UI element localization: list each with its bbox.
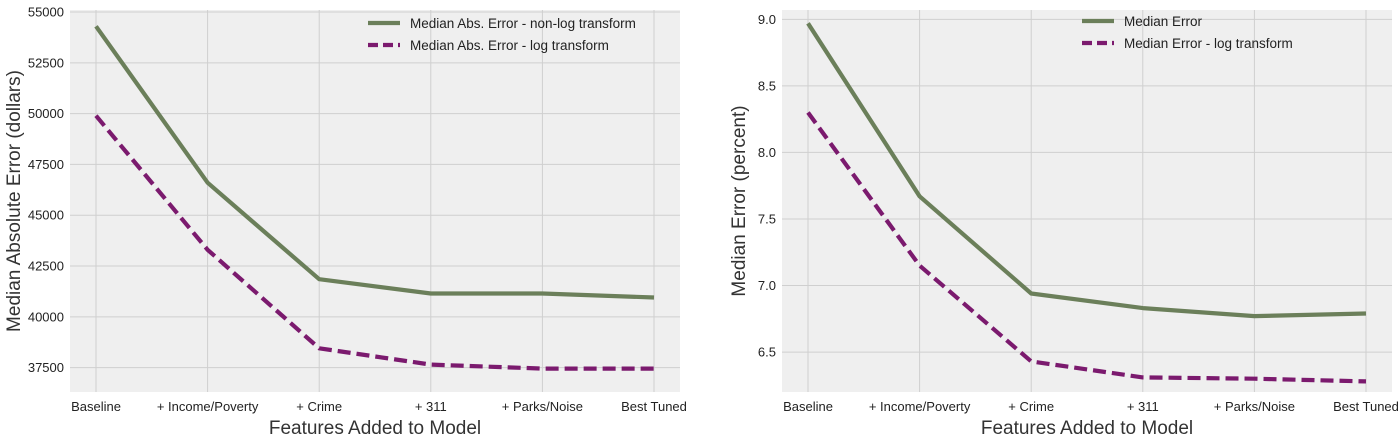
legend-label: Median Error - log transform (1124, 36, 1293, 51)
y-tick-label: 55000 (28, 5, 64, 20)
series-0-point (540, 291, 544, 295)
series-line-non-log-transform (94, 25, 655, 300)
x-tick-label: + Parks/Noise (502, 399, 583, 414)
y-axis-title: Median Absolute Error (dollars) (4, 70, 25, 332)
x-tick-label: + Parks/Noise (1214, 399, 1295, 414)
x-tick-label: + Income/Poverty (869, 399, 971, 414)
chart-left: 37500 40000 42500 45000 47500 50000 52500 55000… (4, 5, 687, 439)
series-line-log-transform (94, 114, 654, 371)
x-axis-title: Features Added to Model (269, 418, 481, 439)
series-1-point (317, 346, 321, 350)
x-tick-label: Baseline (783, 399, 833, 414)
series-1-point (918, 264, 922, 268)
y-tick-label: 40000 (28, 309, 64, 324)
series-0-point (918, 194, 922, 198)
y-tick-label: 45000 (28, 208, 64, 223)
y-tick-label: 8.0 (758, 145, 776, 160)
series-1-point (806, 110, 810, 114)
series-1-point (94, 114, 98, 118)
series-0-point (652, 296, 656, 300)
x-axis-title: Features Added to Model (981, 418, 1193, 439)
y-tick-label: 6.5 (758, 345, 776, 360)
series-1-point (540, 367, 544, 371)
x-tick-label: + 311 (415, 399, 447, 414)
series-0-point (206, 181, 210, 185)
y-tick-label: 7.5 (758, 211, 776, 226)
x-tick-label: + Crime (1008, 399, 1054, 414)
series-1-point (1141, 375, 1145, 379)
x-tick-label: Baseline (71, 399, 121, 414)
series-0-point (317, 277, 321, 281)
series-0-point (1252, 314, 1256, 318)
series-0-point (1364, 311, 1368, 315)
series-line-non-log-transform (806, 22, 1367, 319)
x-tick-label: Best Tuned (621, 399, 687, 414)
x-tick-label: + Income/Poverty (157, 399, 259, 414)
series-0-point (1029, 292, 1033, 296)
x-tick-label: + Crime (296, 399, 342, 414)
legend-label: Median Abs. Error - log transform (410, 38, 609, 53)
series-0-point (1141, 306, 1145, 310)
legend-label: Median Error (1124, 14, 1203, 29)
legend-label: Median Abs. Error - non-log transform (410, 16, 636, 31)
y-tick-label: 37500 (28, 360, 64, 375)
x-tick-label: + 311 (1127, 399, 1159, 414)
y-tick-label: 50000 (28, 106, 64, 121)
series-1-point (1029, 359, 1033, 363)
series-0-point (429, 291, 433, 295)
series-0-point (94, 24, 98, 28)
plot-area (782, 10, 1392, 392)
y-tick-label: 47500 (28, 157, 64, 172)
y-tick-label: 8.5 (758, 78, 776, 93)
series-1-point (1252, 377, 1256, 381)
series-1-point (1364, 379, 1368, 383)
series-1-point (206, 248, 210, 252)
series-0-point (806, 21, 810, 25)
y-tick-label: 7.0 (758, 278, 776, 293)
y-axis-title: Median Error (percent) (729, 105, 750, 296)
series-line-log-transform (806, 111, 1367, 384)
x-tick-label: Best Tuned (1333, 399, 1399, 414)
plot-area (70, 10, 680, 392)
chart-right: 6.5 7.0 7.5 8.0 8.5 9.0 Baseline + Income/Pover… (729, 10, 1399, 439)
y-tick-label: 42500 (28, 259, 64, 274)
y-tick-label: 9.0 (758, 12, 776, 27)
series-1-point (429, 363, 433, 367)
y-tick-label: 52500 (28, 55, 64, 70)
series-1-point (652, 367, 656, 371)
